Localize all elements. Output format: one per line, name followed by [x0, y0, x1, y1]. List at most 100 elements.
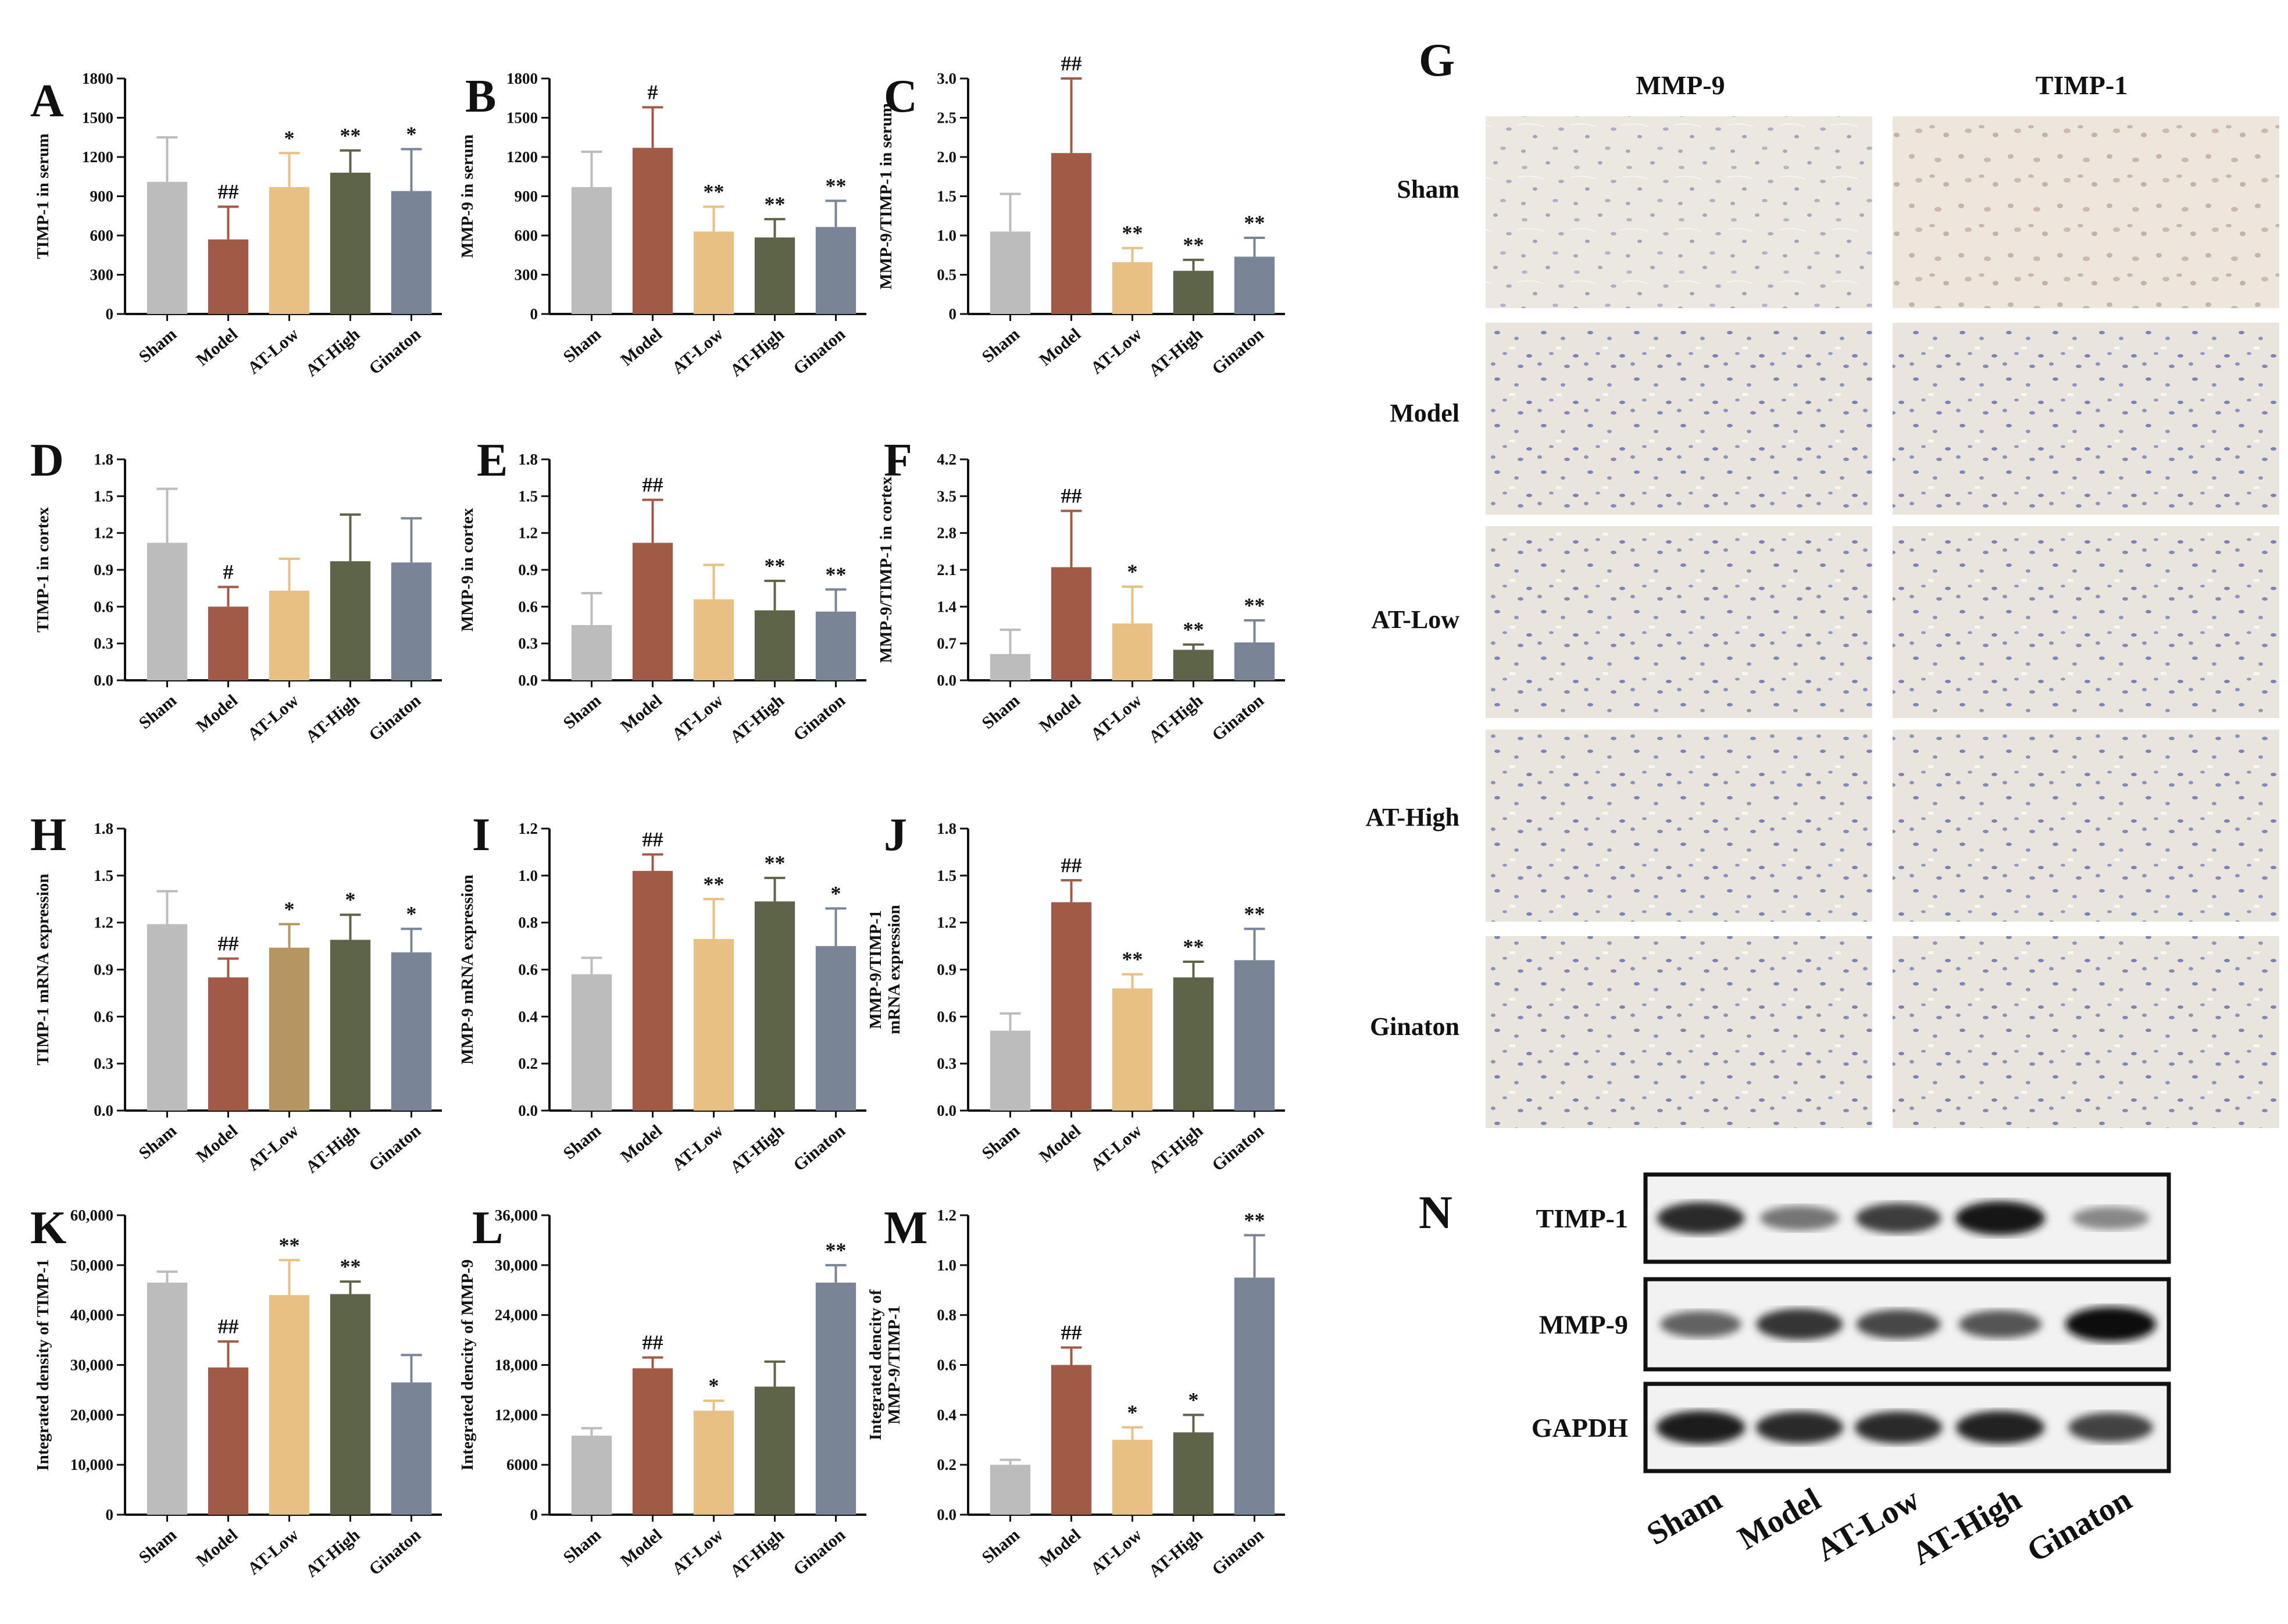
bar-model: [208, 606, 249, 680]
panel-letter-c: C: [884, 71, 918, 122]
bar-sham: [990, 1465, 1031, 1515]
x-tick-label: AT-Low: [669, 1121, 727, 1175]
x-tick-label: Model: [192, 1525, 241, 1571]
x-tick-label: AT-High: [1145, 691, 1207, 747]
x-tick-label: Ginaton: [1208, 691, 1268, 745]
blot-lane-label-at-low: AT-Low: [1810, 1481, 1926, 1568]
bar-at-high: [1173, 1432, 1214, 1515]
x-tick-label: AT-Low: [1087, 324, 1146, 378]
y-tick-label: 600: [515, 227, 538, 244]
bar-at-low: [1112, 623, 1153, 680]
blot-band: [1854, 1411, 1943, 1444]
blot-row-label-gapdh: GAPDH: [1532, 1413, 1628, 1443]
y-tick-label: 36,000: [495, 1207, 538, 1224]
blot-band: [1955, 1201, 2046, 1236]
y-tick-label: 0.3: [518, 635, 538, 652]
significance-mark: *: [406, 902, 417, 925]
y-tick-label: 12,000: [495, 1406, 538, 1423]
bar-ginaton: [391, 562, 432, 680]
chart-panel-l: L 0 6000 12,000 18,000 24,000 30,000 36,000 Inte…: [458, 1202, 866, 1581]
bar-sham: [147, 1282, 188, 1515]
bar-at-high: [330, 561, 371, 680]
y-axis-label: Integrated density of TIMP-1: [34, 1259, 52, 1470]
blot-band: [1855, 1203, 1941, 1233]
y-tick-label: 1.2: [518, 820, 538, 837]
significance-mark: **: [765, 192, 786, 216]
significance-mark: #: [223, 561, 234, 584]
bar-at-low: [693, 599, 734, 680]
x-tick-label: AT-Low: [244, 691, 303, 744]
panel-letter-k: K: [30, 1202, 66, 1254]
significance-mark: ##: [1061, 1320, 1082, 1344]
blot-row-label-timp-1: TIMP-1: [1536, 1204, 1628, 1233]
significance-mark: ##: [218, 180, 239, 204]
significance-mark: **: [340, 1255, 361, 1278]
bar-ginaton: [815, 227, 856, 314]
y-tick-label: 1800: [506, 70, 538, 87]
x-tick-label: AT-High: [726, 1121, 788, 1177]
y-tick-label: 50,000: [70, 1257, 113, 1274]
bar-at-low: [269, 1295, 310, 1515]
ihc-image-sham-timp1: [1893, 116, 2279, 308]
significance-mark: *: [1127, 560, 1138, 583]
y-tick-label: 18,000: [495, 1357, 538, 1374]
column-header-mmp9: MMP-9: [1636, 70, 1725, 100]
y-tick-label: 0: [949, 305, 957, 323]
bar-sham: [571, 1436, 612, 1515]
y-tick-label: 0.8: [937, 1307, 956, 1324]
blot-lane-label-at-high: AT-High: [1906, 1482, 2028, 1572]
y-tick-label: 2.5: [937, 109, 956, 127]
bar-model: [632, 1368, 673, 1515]
significance-mark: **: [826, 174, 847, 197]
row-label-ginaton: Ginaton: [1370, 1012, 1459, 1041]
column-header-timp1: TIMP-1: [2036, 70, 2128, 100]
y-tick-label: 1800: [82, 70, 113, 87]
x-tick-label: Model: [192, 1121, 241, 1166]
bar-ginaton: [1234, 256, 1275, 314]
bar-sham: [571, 625, 612, 680]
x-tick-label: Sham: [135, 691, 180, 733]
chart-panel-k: K 0 10,000 20,000 30,000 40,000 50,000 60,000 In…: [30, 1202, 442, 1581]
y-tick-label: 0.6: [937, 1357, 956, 1374]
significance-mark: *: [1127, 1401, 1138, 1424]
y-tick-label: 600: [90, 227, 114, 244]
y-tick-label: 6000: [506, 1456, 538, 1473]
y-tick-label: 30,000: [495, 1257, 538, 1274]
y-tick-label: 30,000: [70, 1357, 113, 1374]
y-tick-label: 40,000: [70, 1307, 113, 1324]
y-tick-label: 1.4: [937, 598, 956, 615]
significance-mark: ##: [643, 827, 663, 851]
y-tick-label: 0.2: [937, 1456, 956, 1473]
significance-mark: **: [1122, 948, 1143, 971]
y-tick-label: 0.0: [94, 672, 113, 689]
y-tick-label: 4.2: [937, 451, 956, 468]
y-axis-label: TIMP-1 in serum: [34, 134, 52, 259]
y-axis-label: MMP-9 mRNA expression: [458, 875, 477, 1064]
y-tick-label: 0.3: [94, 1055, 113, 1072]
y-axis-label: MMP-9/TIMP-1: [866, 910, 885, 1029]
chart-panel-j: J 0.0 0.3 0.6 0.9 1.2 1.5 1.8 MMP-9/TIMP-1 mRNA e…: [866, 809, 1285, 1177]
bar-model: [1051, 153, 1092, 314]
significance-mark: *: [345, 888, 356, 911]
x-tick-label: Model: [617, 691, 666, 736]
y-tick-label: 1.0: [937, 227, 956, 244]
x-tick-label: Sham: [979, 1121, 1023, 1163]
significance-mark: **: [1244, 1208, 1265, 1232]
chart-panel-f: F 0.0 0.7 1.4 2.1 2.8 3.5 4.2 MMP-9/TIMP-1 in co…: [877, 435, 1285, 747]
panel-letter-d: D: [30, 435, 64, 486]
bar-model: [632, 148, 673, 314]
y-tick-label: 1200: [82, 148, 113, 166]
chart-panel-m: M 0.0 0.2 0.4 0.6 0.8 1.0 1.2 Integrated dencity…: [866, 1202, 1285, 1581]
x-tick-label: Sham: [560, 1525, 605, 1567]
significance-mark: *: [406, 123, 417, 146]
bar-model: [1051, 1365, 1092, 1515]
y-tick-label: 2.1: [937, 561, 956, 579]
x-tick-label: Ginaton: [365, 324, 424, 379]
x-tick-label: Model: [192, 691, 241, 736]
y-axis-label: MMP-9 in cortex: [458, 508, 477, 631]
x-tick-label: Sham: [560, 691, 605, 733]
x-tick-label: AT-High: [1145, 1525, 1207, 1581]
significance-mark: ##: [1061, 854, 1082, 877]
x-tick-label: AT-High: [302, 691, 363, 747]
y-axis-label: Integrated dencity of MMP-9: [458, 1259, 477, 1470]
